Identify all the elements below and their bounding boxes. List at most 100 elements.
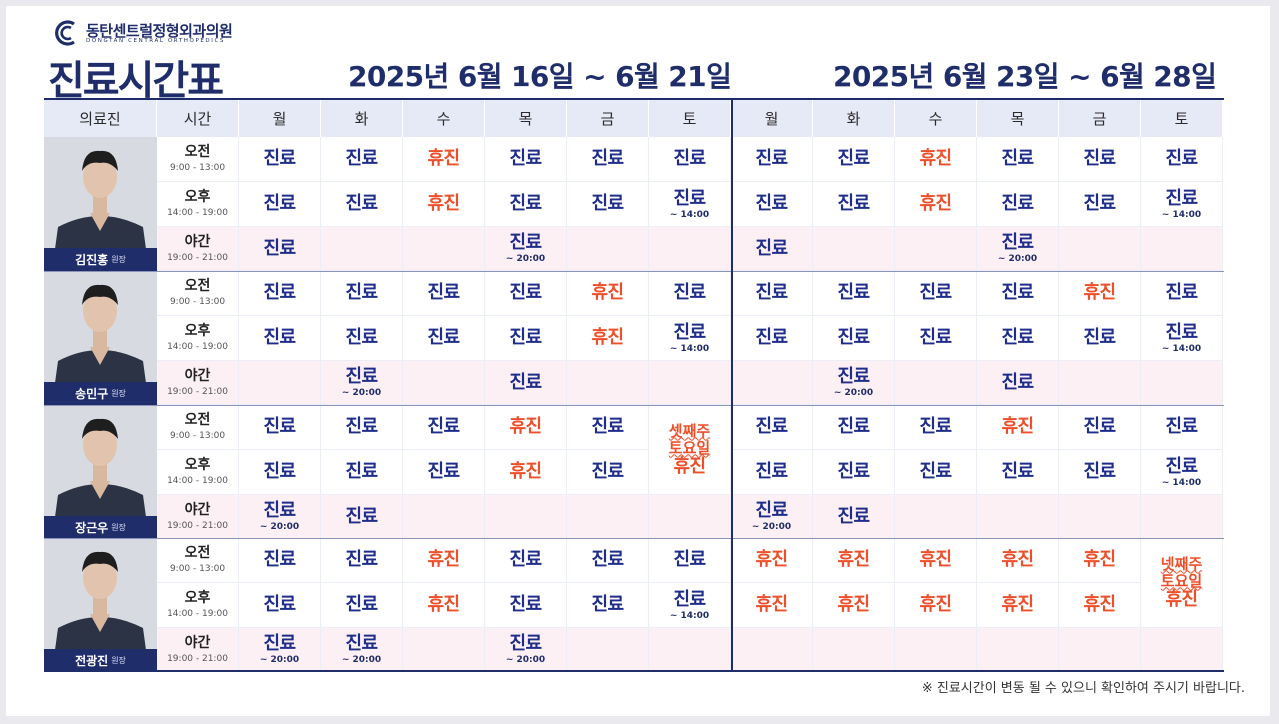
schedule-cell: 진료 ~ 20:00 [321, 628, 403, 672]
schedule-cell: 진료 [1141, 271, 1223, 316]
status-open: 진료 [755, 500, 788, 521]
schedule-cell: 진료 ~ 14:00 [1141, 450, 1223, 495]
schedule-cell: 진료 [239, 450, 321, 495]
schedule-cell: 진료 [321, 450, 403, 495]
status-open: 진료 [509, 633, 542, 654]
header-day: 수 [403, 100, 485, 137]
schedule-cell: 휴진 [485, 405, 567, 450]
schedule-cell: 진료 [485, 271, 567, 316]
status-open: 진료 [673, 187, 706, 209]
status-open: 진료 [1001, 148, 1034, 169]
status-open: 진료 [755, 193, 788, 214]
status-open: 진료 [755, 237, 788, 259]
slot-hours: 19:00 - 21:00 [167, 653, 228, 664]
schedule-cell: 휴진 [895, 538, 977, 583]
status-open: 진료 [263, 549, 296, 570]
slot-hours: 14:00 - 19:00 [167, 476, 228, 486]
schedule-cell: 진료 [813, 450, 895, 495]
schedule-cell: 진료 [731, 316, 813, 361]
doctor-role: 원장 [111, 255, 126, 264]
schedule-cell [567, 628, 649, 672]
schedule-cell: 진료 [1059, 450, 1141, 495]
schedule-cell: 진료 [403, 450, 485, 495]
schedule-cell [239, 361, 321, 405]
schedule-cell: 진료 ~ 20:00 [239, 628, 321, 672]
slot-hours: 9:00 - 13:00 [169, 163, 226, 173]
hours-note: ~ 20:00 [505, 254, 546, 264]
status-open: 진료 [919, 282, 952, 303]
slot-hours: 19:00 - 21:00 [167, 252, 228, 263]
schedule-cell [403, 628, 485, 672]
status-closed: 휴진 [1001, 594, 1034, 615]
schedule-cell: 셋째주 토요일 휴진 [649, 405, 731, 495]
hours-note: ~ 14:00 [1161, 343, 1202, 354]
schedule-cell: 휴진 [567, 271, 649, 316]
header-day: 화 [813, 100, 895, 137]
clinic-name-en: DONGTAN CENTRAL ORTHOPEDICS [86, 38, 226, 44]
status-open: 진료 [837, 327, 870, 348]
schedule-cell: 진료 [485, 316, 567, 361]
status-open: 진료 [509, 232, 542, 253]
schedule-cell: 진료 [239, 405, 321, 450]
doctor-role: 원장 [111, 523, 126, 532]
status-closed: 휴진 [427, 594, 460, 615]
schedule-cell: 진료 [977, 271, 1059, 316]
status-open: 진료 [263, 594, 296, 615]
status-open: 진료 [837, 416, 870, 437]
schedule-cell: 진료 [485, 361, 567, 405]
header-day: 화 [321, 100, 403, 137]
schedule-cell: 진료 ~ 20:00 [731, 495, 813, 539]
schedule-cell [731, 361, 813, 405]
doctor-name: 장근우 [75, 521, 109, 535]
schedule-cell: 진료 [485, 137, 567, 182]
status-open: 진료 [263, 633, 296, 654]
time-slot-cell: 오후 14:00 - 19:00 [157, 316, 239, 361]
schedule-cell: 진료 [485, 182, 567, 227]
week2-range: 2025년 6월 23일 ~ 6월 28일 [833, 60, 1217, 93]
schedule-cell: 진료 [895, 405, 977, 450]
status-open: 진료 [345, 633, 378, 654]
header-day: 목 [977, 100, 1059, 137]
status-open: 진료 [837, 282, 870, 303]
schedule-cell: 진료 [321, 271, 403, 316]
schedule-cell: 휴진 [1059, 583, 1141, 628]
hours-note: ~ 14:00 [669, 209, 710, 220]
schedule-cell [649, 227, 731, 271]
hours-note: ~ 14:00 [669, 343, 710, 354]
schedule-cell: 진료 [239, 583, 321, 628]
clinic-name: 동탄센트럴정형외과의원 [86, 22, 233, 40]
schedule-cell: 진료 [813, 137, 895, 182]
schedule-cell: 진료 [977, 450, 1059, 495]
status-closed: 휴진 [919, 594, 952, 615]
status-closed: 휴진 [837, 549, 870, 570]
schedule-cell: 휴진 [403, 583, 485, 628]
schedule-cell [403, 227, 485, 271]
doctor-name-label: 전광진 원장 [44, 649, 157, 672]
slot-label: 오후 [184, 457, 211, 473]
closure-week-line: 셋째주 [668, 421, 711, 440]
schedule-cell: 진료 [977, 137, 1059, 182]
schedule-cell: 진료 [321, 316, 403, 361]
slot-label: 야간 [184, 501, 211, 518]
status-open: 진료 [509, 594, 542, 615]
status-open: 진료 [1083, 148, 1116, 169]
schedule-cell: 진료 ~ 14:00 [1141, 182, 1223, 227]
status-open: 진료 [837, 193, 870, 214]
status-open: 진료 [1001, 327, 1034, 348]
status-open: 진료 [509, 193, 542, 214]
header-time: 시간 [157, 100, 239, 137]
status-open: 진료 [591, 148, 624, 169]
status-open: 진료 [755, 148, 788, 169]
slot-hours: 19:00 - 21:00 [167, 386, 228, 397]
slot-label: 야간 [184, 367, 211, 384]
schedule-cell [977, 495, 1059, 539]
status-open: 진료 [591, 416, 624, 437]
status-open: 진료 [427, 416, 460, 437]
status-open: 진료 [263, 500, 296, 521]
status-closed: 휴진 [919, 193, 952, 214]
schedule-cell: 휴진 [731, 538, 813, 583]
status-open: 진료 [345, 366, 378, 387]
status-open: 진료 [591, 193, 624, 214]
status-open: 진료 [837, 366, 870, 387]
schedule-cell: 진료 [813, 182, 895, 227]
